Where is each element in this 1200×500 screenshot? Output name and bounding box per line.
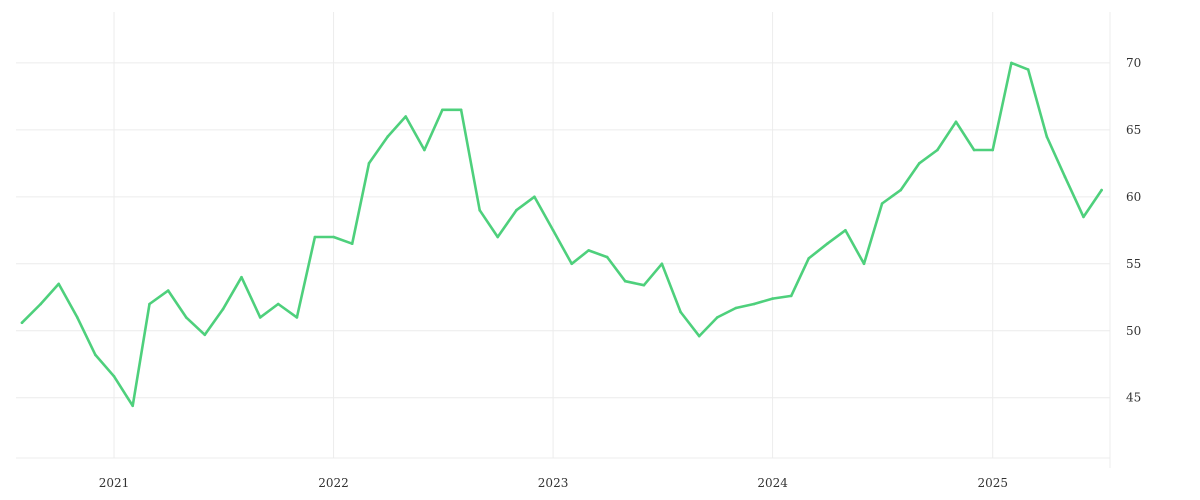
data-point [570, 262, 573, 266]
y-tick-label: 60 [1126, 190, 1141, 204]
data-point [478, 208, 482, 212]
data-point [918, 162, 921, 165]
data-point [1026, 68, 1030, 71]
data-point [386, 135, 390, 138]
x-tick-labels: 2021 2022 2023 2024 2025 [99, 476, 1008, 490]
data-point [184, 316, 188, 319]
data-point [697, 334, 701, 338]
data-point [1100, 188, 1103, 192]
data-point [991, 148, 994, 152]
data-point [20, 321, 24, 325]
data-point [148, 302, 151, 306]
series-line [20, 61, 1103, 408]
data-point [752, 302, 756, 306]
data-point [1063, 175, 1067, 178]
data-point [276, 302, 280, 306]
data-point [203, 333, 207, 337]
data-point [112, 375, 116, 378]
data-point [515, 208, 518, 212]
data-point [350, 242, 354, 245]
data-point [367, 162, 371, 165]
y-tick-label: 45 [1126, 391, 1141, 405]
data-point [1082, 215, 1085, 219]
data-point [76, 316, 79, 319]
data-point [533, 195, 536, 199]
data-point [551, 229, 555, 232]
x-tick-label: 2023 [538, 476, 569, 490]
series-group [20, 61, 1103, 408]
data-point [39, 302, 42, 306]
data-point [404, 115, 408, 118]
data-point [587, 249, 590, 252]
data-point [57, 282, 60, 286]
horizontal-gridlines [16, 62, 1110, 399]
data-point [623, 279, 627, 283]
data-point [295, 316, 299, 319]
y-tick-label: 70 [1126, 56, 1141, 70]
data-point [954, 120, 958, 124]
data-point [642, 283, 646, 287]
data-point [459, 108, 463, 112]
data-point [313, 235, 317, 239]
x-tick-label: 2022 [318, 476, 349, 490]
data-point [423, 148, 426, 152]
x-tick-label: 2024 [757, 476, 788, 490]
data-point [716, 316, 719, 319]
data-point [789, 294, 793, 298]
data-point [880, 202, 884, 205]
data-point [734, 306, 738, 310]
data-point [94, 353, 97, 357]
data-point [240, 275, 243, 279]
data-point [844, 229, 847, 232]
y-tick-label: 50 [1126, 324, 1141, 338]
data-point [899, 188, 902, 192]
data-point [258, 316, 262, 319]
data-point [131, 404, 134, 408]
y-tick-label: 55 [1126, 257, 1141, 271]
data-point [936, 148, 939, 152]
data-point [332, 235, 335, 239]
data-point [807, 257, 810, 260]
vertical-gridlines [113, 12, 994, 458]
data-point [605, 255, 609, 259]
data-point [221, 308, 225, 311]
data-point [1045, 135, 1049, 138]
data-point [496, 235, 500, 239]
x-tick-label: 2025 [977, 476, 1008, 490]
y-tick-label: 65 [1126, 123, 1141, 137]
data-point [862, 262, 866, 266]
data-point [441, 108, 444, 112]
data-point [166, 289, 170, 292]
y-tick-labels: 45 50 55 60 65 70 [1126, 56, 1141, 405]
x-tick-label: 2021 [99, 476, 130, 490]
data-point [679, 310, 682, 314]
data-point [972, 148, 976, 152]
data-point [660, 262, 664, 266]
data-point [826, 242, 829, 245]
data-point [1010, 61, 1013, 65]
data-point [771, 297, 774, 300]
